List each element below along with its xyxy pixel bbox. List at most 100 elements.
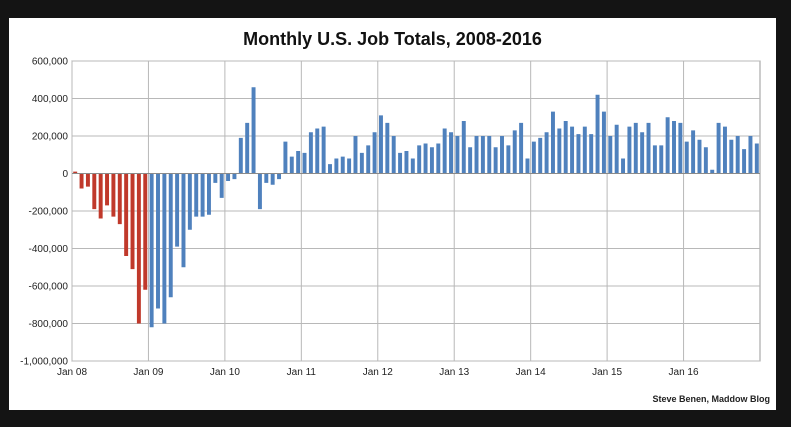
- bar: [716, 122, 721, 174]
- bar: [85, 173, 90, 187]
- y-tick-label: -200,000: [29, 207, 69, 218]
- y-tick-label: -1,000,000: [20, 357, 68, 368]
- bar: [550, 111, 555, 174]
- bar: [589, 134, 594, 174]
- bar: [398, 152, 403, 174]
- bar: [531, 141, 536, 174]
- chart-credit: Steve Benen, Maddow Blog: [652, 394, 770, 404]
- bar: [73, 171, 78, 174]
- bar: [251, 87, 256, 174]
- bar: [423, 143, 428, 174]
- bar: [245, 122, 250, 174]
- bar: [347, 158, 352, 174]
- bar: [321, 126, 326, 174]
- y-tick-label: -400,000: [29, 244, 69, 255]
- bar: [162, 173, 167, 324]
- bar: [206, 173, 211, 215]
- bar: [136, 173, 141, 324]
- bar: [168, 173, 173, 298]
- bar: [213, 173, 218, 183]
- bar: [334, 158, 339, 174]
- x-tick-label: Jan 16: [669, 367, 699, 378]
- bar: [124, 173, 129, 256]
- bar: [98, 173, 103, 219]
- bar: [544, 132, 549, 174]
- bar: [595, 94, 600, 174]
- bar: [366, 145, 371, 174]
- bar: [576, 134, 581, 174]
- bar: [187, 173, 192, 230]
- bar: [563, 121, 568, 174]
- bar: [378, 115, 383, 174]
- bar: [678, 122, 683, 174]
- bar: [175, 173, 180, 247]
- bar: [194, 173, 199, 217]
- y-tick-label: 600,000: [32, 57, 69, 68]
- y-tick-label: 0: [62, 169, 68, 180]
- bar: [735, 136, 740, 174]
- x-tick-label: Jan 09: [133, 367, 163, 378]
- bar: [703, 147, 708, 174]
- bar: [640, 132, 645, 174]
- chart-title: Monthly U.S. Job Totals, 2008-2016: [243, 29, 542, 49]
- bar: [340, 156, 345, 174]
- bar: [487, 136, 492, 174]
- x-tick-label: Jan 11: [287, 367, 317, 378]
- bar: [722, 126, 727, 174]
- bar: [200, 173, 205, 217]
- bar: [684, 141, 689, 174]
- bar: [512, 130, 517, 174]
- bar: [79, 173, 84, 189]
- bar: [117, 173, 122, 225]
- bar: [143, 173, 148, 290]
- bar: [92, 173, 97, 210]
- bar: [627, 126, 632, 174]
- bar: [748, 136, 753, 174]
- bar: [315, 128, 320, 174]
- bar: [296, 151, 301, 174]
- bar: [646, 122, 651, 174]
- bar: [130, 173, 135, 270]
- bar: [691, 130, 696, 174]
- bar: [461, 121, 466, 174]
- bar: [429, 147, 434, 174]
- bar: [111, 173, 116, 217]
- bar-chart: 600,000 400,000 200,000 0 -200,000 -400,000 -6…: [20, 57, 761, 378]
- bar: [404, 151, 409, 174]
- bar: [289, 156, 294, 174]
- bar: [557, 128, 562, 174]
- bar: [277, 173, 282, 180]
- bar: [283, 141, 288, 174]
- bar: [742, 149, 747, 174]
- bar: [410, 158, 415, 174]
- bar: [519, 122, 524, 174]
- y-tick-label: 200,000: [32, 132, 69, 143]
- bar: [417, 145, 422, 174]
- bar: [442, 128, 447, 174]
- bar: [385, 122, 390, 174]
- bar: [270, 173, 275, 185]
- bar: [697, 139, 702, 174]
- bar: [105, 173, 110, 206]
- x-tick-label: Jan 14: [516, 367, 546, 378]
- y-tick-label: -600,000: [29, 282, 69, 293]
- bar: [232, 173, 237, 180]
- bar: [474, 136, 479, 174]
- bar: [538, 137, 543, 174]
- bar: [754, 143, 759, 174]
- bar: [436, 143, 441, 174]
- bar: [659, 145, 664, 174]
- bar: [449, 132, 454, 174]
- bar: [500, 136, 504, 174]
- bar: [391, 136, 396, 174]
- bar: [480, 136, 485, 174]
- bar: [665, 117, 670, 174]
- bar: [608, 136, 613, 174]
- bar: [582, 126, 587, 174]
- x-tick-label: Jan 13: [439, 367, 469, 378]
- bar: [226, 173, 231, 181]
- x-tick-label: Jan 15: [592, 367, 622, 378]
- x-tick-label: Jan 08: [57, 367, 87, 378]
- bar: [455, 136, 460, 174]
